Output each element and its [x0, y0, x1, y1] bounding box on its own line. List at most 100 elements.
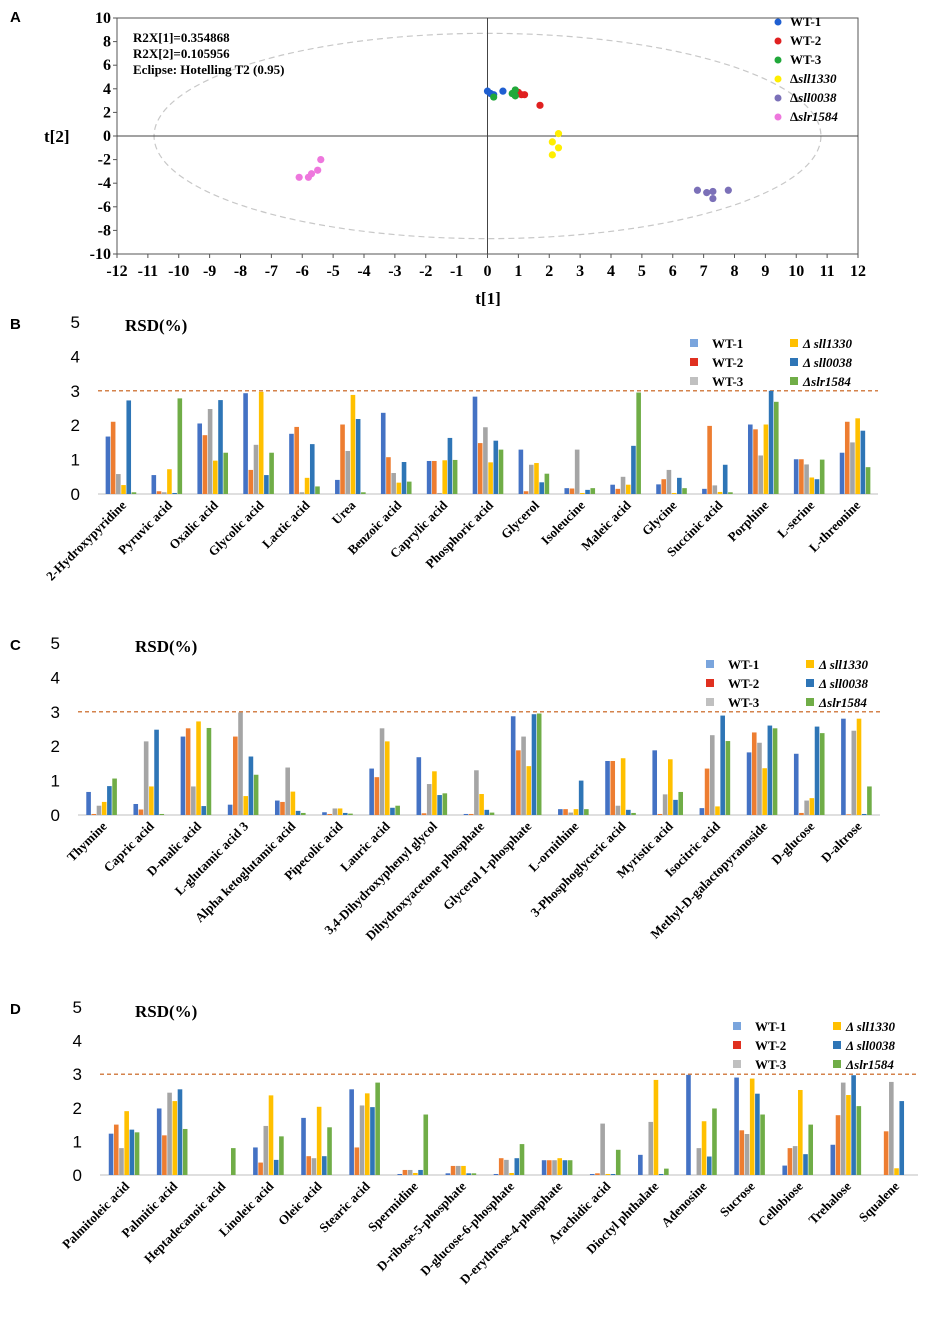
bar: [471, 1173, 477, 1175]
scatter-point: [307, 170, 316, 178]
category-label: Glycine: [639, 497, 680, 538]
scatter-point: [536, 101, 544, 109]
category-label: Adenosine: [658, 1178, 710, 1230]
bar: [699, 808, 705, 815]
y-tick-label: 0: [73, 1166, 82, 1185]
bar: [755, 1093, 760, 1175]
bar: [258, 1162, 263, 1175]
bar: [274, 800, 280, 815]
legend-swatch: [706, 698, 714, 706]
legend-label: WT-3: [712, 374, 744, 389]
bar: [182, 1128, 188, 1175]
bar: [856, 718, 862, 815]
bar: [374, 777, 380, 815]
x-tick-label: -12: [106, 263, 127, 280]
category-label: Maleic acid: [578, 497, 634, 553]
bar: [746, 752, 752, 815]
scatter-point: [554, 144, 563, 152]
category-label: Urea: [329, 497, 359, 527]
bar: [285, 767, 290, 815]
bar: [452, 459, 458, 494]
bar: [359, 1105, 365, 1175]
bar: [354, 1147, 360, 1175]
bar: [626, 809, 631, 815]
bar: [605, 760, 610, 815]
bar: [883, 1131, 889, 1175]
bar: [316, 1106, 322, 1175]
bar: [230, 1148, 236, 1175]
bar: [177, 398, 183, 494]
bar: [653, 1079, 659, 1175]
y-tick-label: 1: [51, 772, 60, 791]
bar: [468, 813, 474, 815]
bar: [437, 795, 442, 815]
bar: [528, 464, 534, 494]
bar: [702, 488, 707, 494]
bar: [610, 760, 616, 815]
bar: [335, 479, 340, 494]
legend-label: WT-1: [755, 1019, 786, 1034]
bar: [568, 812, 574, 815]
x-tick-label: -11: [138, 263, 158, 280]
bar: [107, 786, 112, 815]
x-tick-label: -2: [419, 263, 432, 280]
bar: [717, 491, 723, 494]
bar: [243, 393, 248, 494]
bar: [652, 750, 658, 815]
bar: [337, 808, 343, 815]
bar: [760, 1114, 765, 1175]
bar: [488, 462, 493, 494]
bar: [625, 484, 631, 494]
scatter-point: [499, 87, 507, 95]
bar: [380, 412, 386, 494]
bar: [279, 1136, 284, 1175]
bar: [536, 713, 542, 815]
bar: [846, 1095, 851, 1175]
bar: [159, 813, 165, 815]
bar: [401, 462, 407, 494]
legend-swatch: [806, 698, 814, 706]
bar: [133, 803, 139, 815]
x-axis-label: t[1]: [475, 289, 500, 308]
bar: [569, 488, 575, 494]
legend-label: WT-2: [712, 355, 743, 370]
bar: [299, 492, 305, 494]
bar: [498, 449, 504, 494]
bar: [202, 435, 208, 494]
bar: [725, 741, 731, 815]
bar: [682, 488, 687, 494]
bar: [531, 714, 537, 815]
bar: [767, 725, 773, 815]
scatter-point: [490, 93, 498, 101]
bar: [704, 768, 710, 815]
bar: [369, 768, 374, 815]
bar: [590, 488, 596, 494]
legend-label: Δ sll1330: [802, 336, 852, 351]
bar: [238, 712, 243, 815]
bar: [706, 1156, 712, 1175]
x-tick-label: 2: [545, 263, 553, 280]
category-label: Glycerol 1-phosphate: [440, 818, 535, 913]
bar: [846, 814, 851, 815]
bar: [547, 1160, 552, 1175]
bar: [345, 451, 351, 494]
y-tick-label: 10: [95, 10, 111, 27]
bar: [814, 479, 820, 494]
bar: [227, 804, 233, 815]
y-tick-label: -2: [98, 152, 111, 169]
bar: [615, 1149, 621, 1175]
bar: [751, 732, 757, 815]
category-label: Oleic acid: [275, 1178, 325, 1228]
bar: [804, 464, 809, 494]
bar: [712, 1108, 717, 1175]
bar: [585, 489, 590, 494]
bar: [844, 421, 850, 494]
bar: [154, 729, 159, 815]
bar: [567, 1160, 573, 1175]
bar: [638, 1154, 643, 1175]
bar: [605, 1173, 611, 1175]
legend-swatch: [733, 1022, 741, 1030]
bar: [370, 1107, 375, 1175]
x-tick-label: -9: [203, 263, 216, 280]
